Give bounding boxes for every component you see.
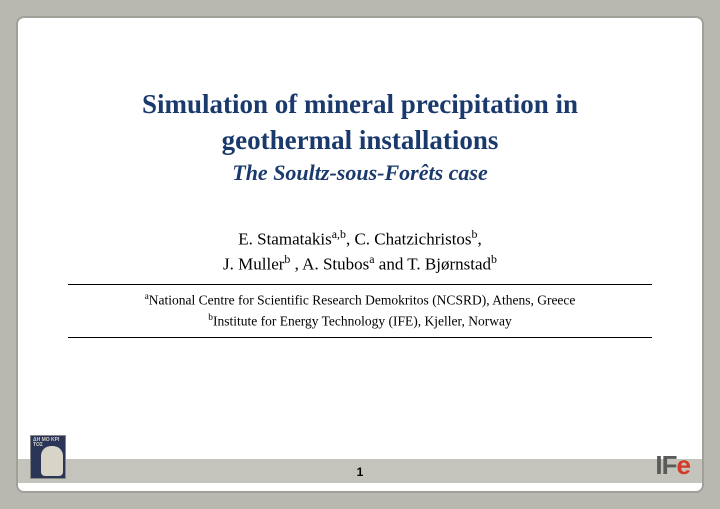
- affiliation-a: aNational Centre for Scientific Research…: [68, 290, 652, 311]
- demokritos-logo: ΔH MO KPI TOΣ: [30, 435, 66, 479]
- subtitle: The Soultz-sous-Forêts case: [58, 160, 662, 186]
- slide-frame: Simulation of mineral precipitation in g…: [16, 16, 704, 493]
- affiliations: aNational Centre for Scientific Research…: [68, 284, 652, 338]
- ife-logo-accent: e: [677, 450, 690, 480]
- slide-content: Simulation of mineral precipitation in g…: [18, 18, 702, 338]
- affiliation-b: bInstitute for Energy Technology (IFE), …: [68, 311, 652, 332]
- page-number: 1: [357, 465, 364, 479]
- demokritos-logo-bust: [41, 446, 63, 476]
- authors: E. Stamatakisa,b, C. Chatzichristosb, J.…: [58, 226, 662, 277]
- ife-logo-main: IF: [655, 450, 676, 480]
- authors-line-1: E. Stamatakisa,b, C. Chatzichristosb,: [58, 226, 662, 251]
- authors-line-2: J. Mullerb , A. Stubosa and T. Bjørnstad…: [58, 251, 662, 276]
- title-line-2: geothermal installations: [58, 124, 662, 158]
- title-line-1: Simulation of mineral precipitation in: [58, 88, 662, 122]
- footer: 1 ΔH MO KPI TOΣ IFe: [18, 435, 702, 483]
- ife-logo: IFe: [655, 450, 690, 481]
